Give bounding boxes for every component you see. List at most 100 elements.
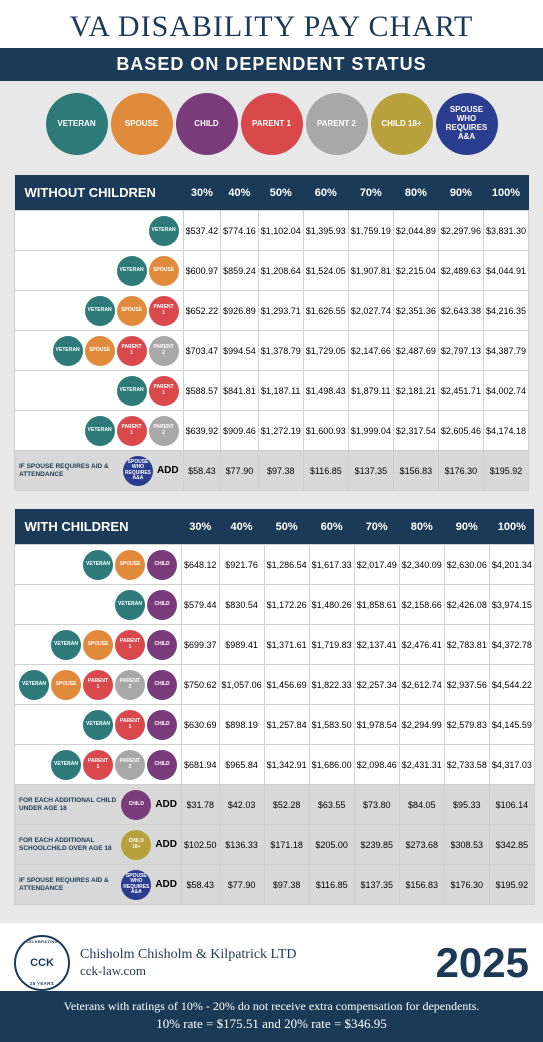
table-row: FOR EACH ADDITIONAL CHILD UNDER AGE 18CH… [15,785,535,825]
value-cell: $1,272.19 [258,411,303,451]
value-cell: $95.33 [444,785,489,825]
value-cell: $4,317.03 [489,745,534,785]
col-header: 90% [438,175,483,211]
parent1-icon: PARENT 1 [117,416,147,446]
value-cell: $1,378.79 [258,331,303,371]
parent1-icon: PARENT 1 [83,670,113,700]
spouse-icon: SPOUSE [117,296,147,326]
veteran-icon: VETERAN [149,216,179,246]
value-cell: $2,630.06 [444,545,489,585]
header: VA DISABILITY PAY CHART BASED ON DEPENDE… [0,0,543,81]
table-row: VETERANPARENT 1CHILD$630.69$898.19$1,257… [15,705,535,745]
value-cell: $1,102.04 [258,211,303,251]
value-cell: $3,831.30 [483,211,528,251]
spouse-icon: SPOUSE [149,256,179,286]
col-header: 30% [183,175,221,211]
value-cell: $639.92 [183,411,221,451]
value-cell: $171.18 [264,825,309,865]
value-cell: $1,822.33 [309,665,354,705]
col-header: 50% [264,509,309,545]
addon-label: FOR EACH ADDITIONAL SCHOOLCHILD OVER AGE… [19,837,117,851]
value-cell: $1,879.11 [348,371,393,411]
value-cell: $1,057.06 [219,665,264,705]
value-cell: $1,729.05 [303,331,348,371]
child-icon: CHILD [147,550,177,580]
col-header: 70% [348,175,393,211]
row-label-cell: VETERANPARENT 1PARENT 2CHILD [15,745,182,785]
value-cell: $537.42 [183,211,221,251]
value-cell: $994.54 [221,331,259,371]
value-cell: $1,907.81 [348,251,393,291]
value-cell: $1,858.61 [354,585,399,625]
value-cell: $2,643.38 [438,291,483,331]
value-cell: $2,426.08 [444,585,489,625]
col-header: 50% [258,175,303,211]
value-cell: $58.43 [182,865,220,905]
parent1-icon: PARENT 1 [115,710,145,740]
spouse-icon: SPOUSE [115,550,145,580]
footer-note: Veterans with ratings of 10% - 20% do no… [0,991,543,1042]
value-cell: $2,351.36 [393,291,438,331]
row-label-cell: VETERANCHILD [15,585,182,625]
veteran-icon: VETERAN [85,296,115,326]
row-label-cell: VETERANSPOUSEPARENT 1CHILD [15,625,182,665]
value-cell: $116.85 [303,451,348,491]
table-row: VETERANPARENT 1PARENT 2$639.92$909.46$1,… [15,411,529,451]
col-header: 30% [182,509,220,545]
parent2-icon: PARENT 2 [149,336,179,366]
legend-row: VETERANSPOUSECHILDPARENT 1PARENT 2CHILD … [0,81,543,167]
table-wrap: WITH CHILDREN30%40%50%60%70%80%90%100%VE… [14,509,529,905]
value-cell: $42.03 [219,785,264,825]
value-cell: $97.38 [258,451,303,491]
value-cell: $2,147.66 [348,331,393,371]
value-cell: $1,617.33 [309,545,354,585]
spouseAA-icon: SPOUSE WHO REQUIRES A&A [121,870,151,900]
row-label-cell: VETERANPARENT 1 [15,371,184,411]
value-cell: $195.92 [483,451,528,491]
addon-label: FOR EACH ADDITIONAL CHILD UNDER AGE 18 [19,797,117,811]
veteran-icon: VETERAN [115,590,145,620]
value-cell: $1,286.54 [264,545,309,585]
legend-veteran: VETERAN [46,93,108,155]
cck-badge: CCK [14,935,70,991]
value-cell: $2,181.21 [393,371,438,411]
value-cell: $205.00 [309,825,354,865]
value-cell: $2,027.74 [348,291,393,331]
add-label: ADD [155,879,177,890]
value-cell: $600.97 [183,251,221,291]
value-cell: $116.85 [309,865,354,905]
parent1-icon: PARENT 1 [149,296,179,326]
footer-note-line1: Veterans with ratings of 10% - 20% do no… [6,999,537,1014]
value-cell: $273.68 [399,825,444,865]
value-cell: $73.80 [354,785,399,825]
value-cell: $195.92 [489,865,534,905]
value-cell: $2,215.04 [393,251,438,291]
legend-spouseAA: SPOUSE WHO REQUIRES A&A [436,93,498,155]
value-cell: $774.16 [221,211,259,251]
value-cell: $2,451.71 [438,371,483,411]
firm-site: cck-law.com [80,963,426,979]
table-row: IF SPOUSE REQUIRES AID & ATTENDANCESPOUS… [15,865,535,905]
row-label-cell: FOR EACH ADDITIONAL SCHOOLCHILD OVER AGE… [15,825,182,865]
veteran-icon: VETERAN [83,710,113,740]
value-cell: $1,172.26 [264,585,309,625]
child-icon: CHILD [147,750,177,780]
table-wrap: WITHOUT CHILDREN30%40%50%60%70%80%90%100… [14,175,529,491]
value-cell: $2,294.99 [399,705,444,745]
page-title: VA DISABILITY PAY CHART [0,10,543,44]
value-cell: $4,216.35 [483,291,528,331]
value-cell: $965.84 [219,745,264,785]
value-cell: $699.37 [182,625,220,665]
row-label-cell: VETERANSPOUSECHILD [15,545,182,585]
legend-spouse: SPOUSE [111,93,173,155]
col-header: 40% [221,175,259,211]
value-cell: $2,783.81 [444,625,489,665]
table-row: VETERANSPOUSECHILD$648.12$921.76$1,286.5… [15,545,535,585]
footer: CCK Chisholm Chisholm & Kilpatrick LTD c… [0,923,543,991]
child-icon: CHILD [147,630,177,660]
value-cell: $1,686.00 [309,745,354,785]
row-label-cell: VETERANSPOUSEPARENT 1PARENT 2CHILD [15,665,182,705]
row-label-cell: VETERANSPOUSE [15,251,184,291]
value-cell: $681.94 [182,745,220,785]
value-cell: $630.69 [182,705,220,745]
